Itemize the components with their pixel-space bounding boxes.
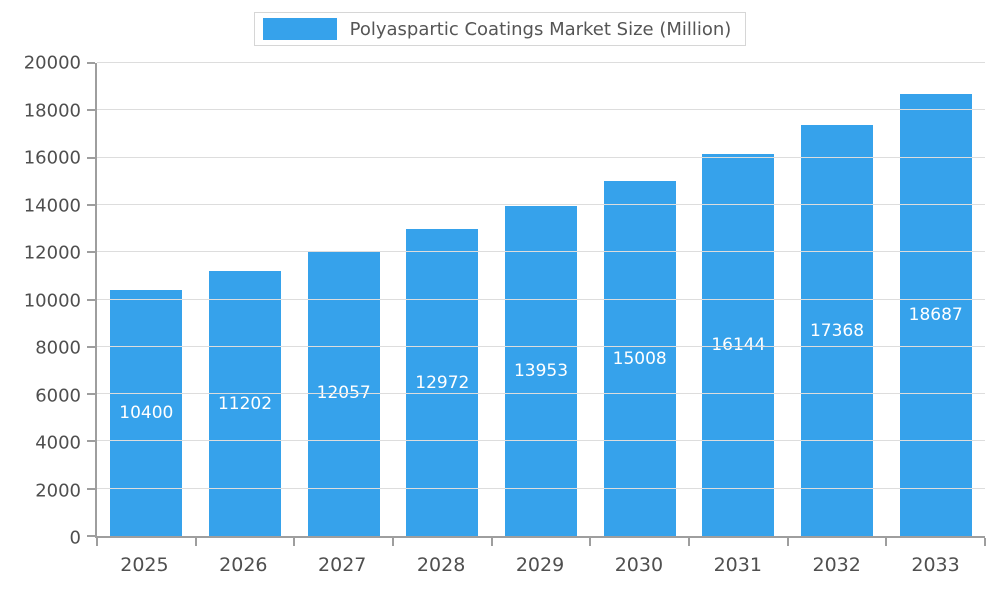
legend-swatch <box>262 18 337 40</box>
x-tick-label: 2025 <box>120 554 169 576</box>
bar-2031[interactable]: 16144 <box>702 154 775 536</box>
bar-2033[interactable]: 18687 <box>899 94 972 536</box>
x-tick-label: 2032 <box>812 554 861 576</box>
x-tick <box>885 538 888 546</box>
bar-value-label: 16144 <box>711 335 766 356</box>
y-tick <box>87 298 95 301</box>
gridline <box>97 203 985 205</box>
gridline <box>97 440 985 442</box>
bar-value-label: 18687 <box>908 305 963 326</box>
y-tick <box>87 203 95 206</box>
bar-value-label: 11202 <box>217 393 273 414</box>
x-tick <box>786 538 789 546</box>
y-tick-label: 2000 <box>35 480 81 501</box>
x-tick <box>293 538 296 546</box>
y-tick-label: 0 <box>69 527 81 549</box>
gridline <box>97 62 985 63</box>
bar-2025[interactable]: 10400 <box>110 290 183 536</box>
x-tick-label: 2028 <box>416 554 466 576</box>
gridline <box>97 345 985 347</box>
plot-wrap: 0 2000 4000 6000 8000 10000 12000 14000 16000 180… <box>24 53 986 576</box>
x-tick <box>984 538 986 546</box>
bar-value-label: 10400 <box>119 403 174 424</box>
x-axis-labels: 2025 2026 2027 2028 2029 2030 2031 2032 2033 <box>95 538 985 582</box>
bar-slot: 16144 <box>689 63 788 536</box>
x-tick <box>687 538 690 546</box>
bars-container: 10400 11202 12057 12972 13953 15008 16144 17368… <box>97 63 985 536</box>
x-tick-label: 2030 <box>614 554 664 576</box>
bar-2029[interactable]: 13953 <box>505 206 578 536</box>
y-tick <box>87 345 95 348</box>
x-tick <box>194 538 197 546</box>
x-tick <box>490 538 493 546</box>
gridline <box>97 251 985 253</box>
bar-slot: 11202 <box>196 63 295 536</box>
gridline <box>97 393 985 395</box>
gridline <box>97 109 985 111</box>
bar-2030[interactable]: 15008 <box>603 181 676 536</box>
y-tick <box>87 487 95 490</box>
x-tick-label: 2026 <box>219 554 268 576</box>
bar-slot: 18687 <box>886 63 985 536</box>
y-tick-label: 8000 <box>35 337 81 359</box>
bar-value-label: 13953 <box>513 361 569 381</box>
bar-value-label: 17368 <box>809 320 865 341</box>
y-tick <box>87 440 95 443</box>
x-tick <box>391 538 394 546</box>
y-tick-label: 10000 <box>23 290 81 311</box>
bar-value-label: 12972 <box>415 372 470 393</box>
bar-slot: 12972 <box>393 63 492 536</box>
bar-slot: 10400 <box>97 63 196 536</box>
y-tick <box>87 251 95 254</box>
y-tick-label: 12000 <box>23 242 81 264</box>
y-tick <box>87 393 95 396</box>
plot-area: 10400 11202 12057 12972 13953 15008 16144 17368… <box>87 62 986 546</box>
y-tick-label: 18000 <box>23 100 81 121</box>
y-tick <box>87 535 95 537</box>
bar-2028[interactable]: 12972 <box>406 229 479 536</box>
y-tick-label: 16000 <box>23 147 81 169</box>
y-axis-labels: 0 2000 4000 6000 8000 10000 12000 14000 16000 180… <box>24 53 985 549</box>
bar-slot: 15008 <box>590 63 689 536</box>
x-tick <box>96 538 98 546</box>
y-tick <box>87 156 95 159</box>
chart-legend: Polyaspartic Coatings Market Size (Milli… <box>0 12 1000 46</box>
bar-slot: 13953 <box>492 63 591 536</box>
x-tick-label: 2033 <box>911 554 960 576</box>
y-tick <box>87 109 95 112</box>
bar-slot: 12057 <box>294 63 393 536</box>
legend-label: Polyaspartic Coatings Market Size (Milli… <box>349 18 732 40</box>
gridline <box>97 298 985 300</box>
bar-2026[interactable]: 11202 <box>209 271 282 536</box>
x-tick-label: 2029 <box>515 554 565 576</box>
x-tick <box>589 538 592 546</box>
bar-slot: 17368 <box>788 63 887 536</box>
legend-item[interactable]: Polyaspartic Coatings Market Size (Milli… <box>253 12 747 46</box>
y-tick-label: 20000 <box>23 52 81 74</box>
y-tick-label: 4000 <box>35 432 81 454</box>
bar-value-label: 15008 <box>612 348 667 369</box>
y-tick <box>87 62 95 64</box>
y-tick-label: 14000 <box>23 195 81 216</box>
bar-2032[interactable]: 17368 <box>801 125 874 536</box>
gridline <box>97 487 985 489</box>
x-tick-label: 2031 <box>713 554 762 576</box>
x-tick-label: 2027 <box>318 554 367 576</box>
gridline <box>97 156 985 158</box>
y-tick-label: 6000 <box>35 385 81 406</box>
